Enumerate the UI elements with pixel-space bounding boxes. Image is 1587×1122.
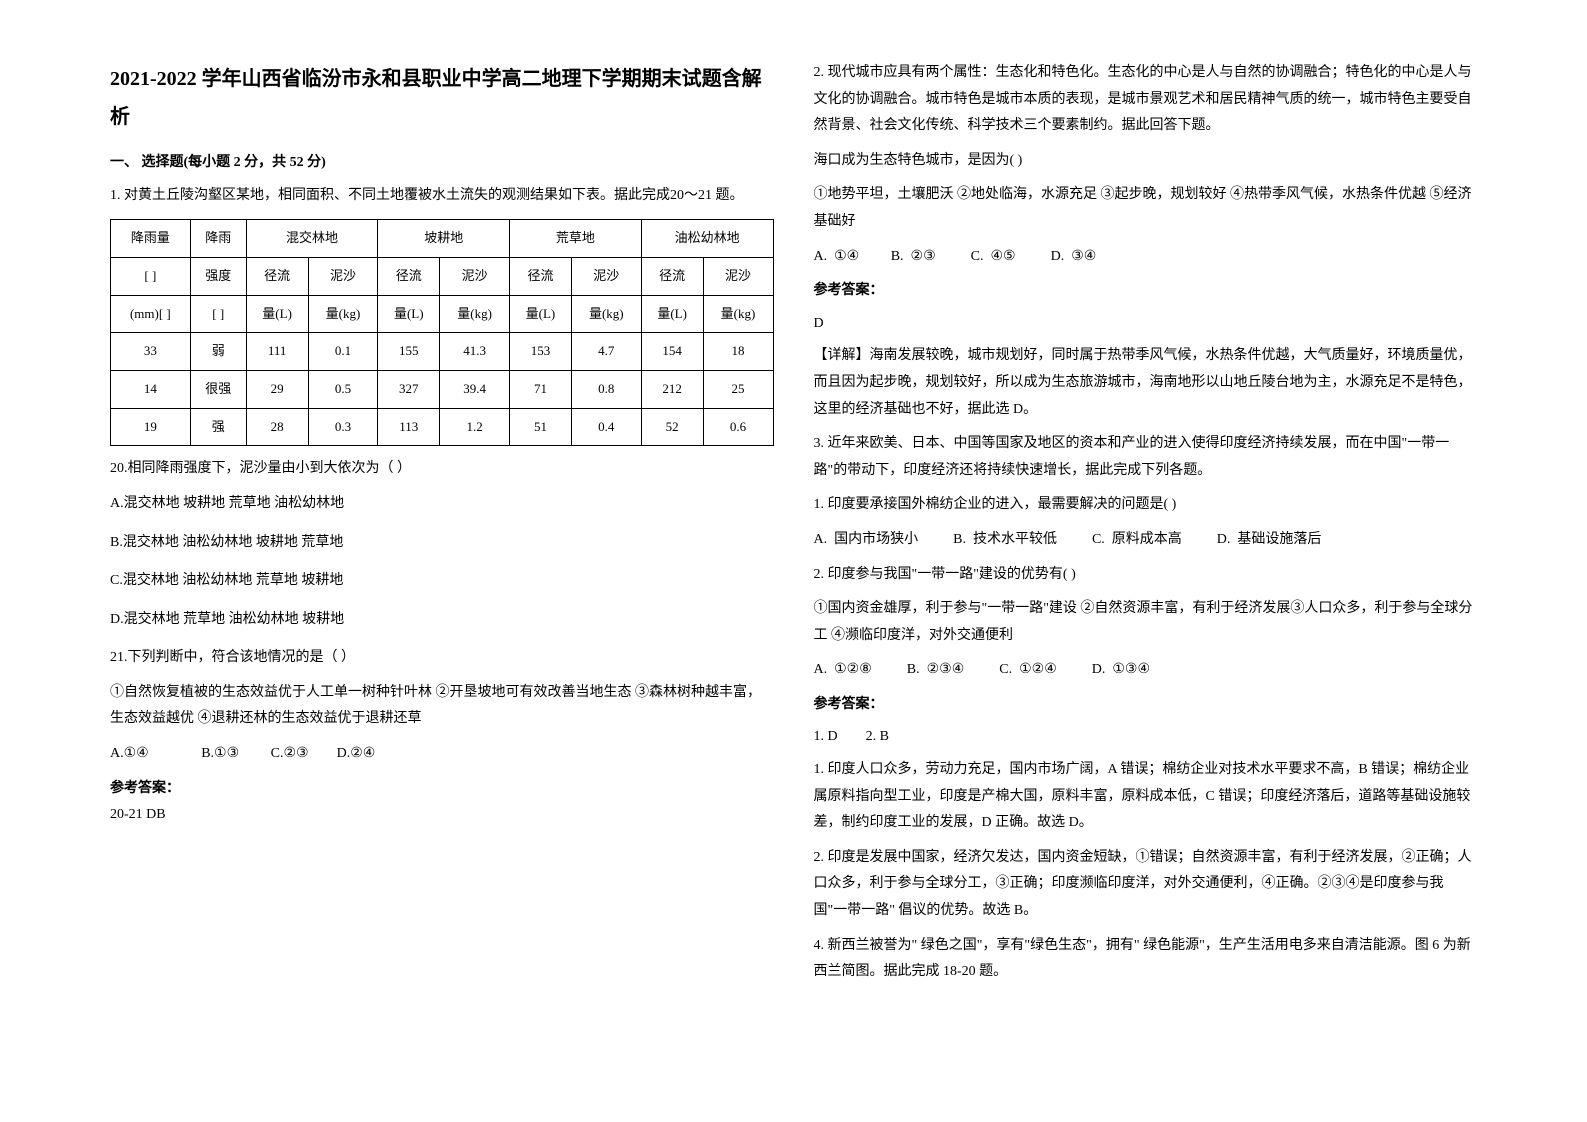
q21-options: A.①④ B.①③ C.②③ D.②④ (110, 741, 774, 768)
answer-3-detail-2: 2. 印度是发展中国家，经济欠发达，国内资金短缺，①错误；自然资源丰富，有利于经… (814, 845, 1478, 925)
q3-2-opts: A. ①②⑧ B. ②③④ C. ①②④ D. ①③④ (814, 657, 1478, 684)
q1-stem: 1. 对黄土丘陵沟壑区某地，相同面积、不同土地覆被水土流失的观测结果如下表。据此… (110, 183, 774, 210)
data-table: 降雨量降雨混交林地坡耕地荒草地油松幼林地[ ]强度径流泥沙径流泥沙径流泥沙径流泥… (110, 219, 774, 446)
q3-2-items: ①国内资金雄厚，利于参与"一带一路"建设 ②自然资源丰富，有利于经济发展③人口众… (814, 596, 1478, 649)
q4-stem: 4. 新西兰被誉为" 绿色之国"，享有"绿色生态"，拥有" 绿色能源"，生产生活… (814, 933, 1478, 986)
q3-1-opts: A. 国内市场狭小 B. 技术水平较低 C. 原料成本高 D. 基础设施落后 (814, 527, 1478, 554)
answer-3: 1. D 2. B (814, 724, 1478, 751)
q20-opt-d: D.混交林地 荒草地 油松幼林地 坡耕地 (110, 607, 774, 634)
q21-body: ①自然恢复植被的生态效益优于人工单一树种针叶林 ②开垦坡地可有效改善当地生态 ③… (110, 680, 774, 733)
q2-stem: 2. 现代城市应具有两个属性：生态化和特色化。生态化的中心是人与自然的协调融合；… (814, 60, 1478, 140)
q3-stem: 3. 近年来欧美、日本、中国等国家及地区的资本和产业的进入使得印度经济持续发展，… (814, 431, 1478, 484)
q2-sub: 海口成为生态特色城市，是因为( ) (814, 148, 1478, 175)
answer-3-detail-1: 1. 印度人口众多，劳动力充足，国内市场广阔，A 错误；棉纺企业对技术水平要求不… (814, 757, 1478, 837)
q3-1: 1. 印度要承接国外棉纺企业的进入，最需要解决的问题是( ) (814, 492, 1478, 519)
answer-label-3: 参考答案： (814, 692, 1478, 719)
answer-label-1: 参考答案： (110, 776, 774, 803)
q20-opt-b: B.混交林地 油松幼林地 坡耕地 荒草地 (110, 530, 774, 557)
q3-2: 2. 印度参与我国"一带一路"建设的优势有( ) (814, 562, 1478, 589)
answer-2-detail: 【详解】海南发展较晚，城市规划好，同时属于热带季风气候，水热条件优越，大气质量好… (814, 343, 1478, 423)
q2-options: A. ①④ B. ②③ C. ④⑤ D. ③④ (814, 244, 1478, 271)
right-column: 2. 现代城市应具有两个属性：生态化和特色化。生态化的中心是人与自然的协调融合；… (794, 60, 1498, 1062)
q20-stem: 20.相同降雨强度下，泥沙量由小到大依次为（ ） (110, 456, 774, 483)
q20-opt-c: C.混交林地 油松幼林地 荒草地 坡耕地 (110, 568, 774, 595)
left-column: 2021-2022 学年山西省临汾市永和县职业中学高二地理下学期期末试题含解析 … (90, 60, 794, 1062)
answer-2-letter: D (814, 311, 1478, 338)
q21-stem: 21.下列判断中，符合该地情况的是（ ） (110, 645, 774, 672)
q20-opt-a: A.混交林地 坡耕地 荒草地 油松幼林地 (110, 491, 774, 518)
q2-items: ①地势平坦，土壤肥沃 ②地处临海，水源充足 ③起步晚，规划较好 ④热带季风气候，… (814, 182, 1478, 235)
exam-title: 2021-2022 学年山西省临汾市永和县职业中学高二地理下学期期末试题含解析 (110, 60, 774, 136)
answer-1: 20-21 DB (110, 802, 774, 829)
answer-label-2: 参考答案： (814, 278, 1478, 305)
section-1-head: 一、 选择题(每小题 2 分，共 52 分) (110, 150, 774, 177)
